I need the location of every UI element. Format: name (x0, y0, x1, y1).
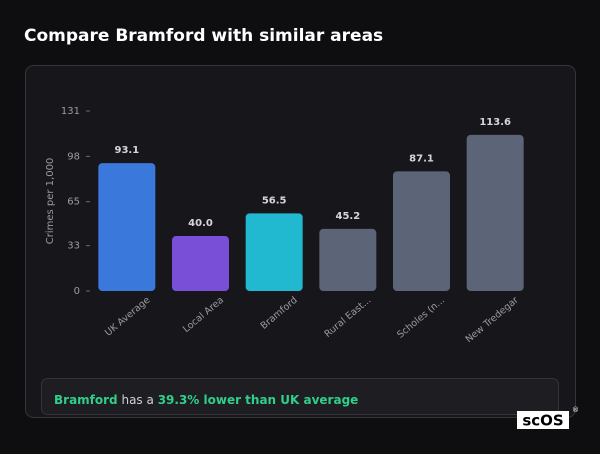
y-tick-label: 131 (61, 106, 80, 117)
value-label: 56.5 (262, 195, 287, 206)
value-label: 45.2 (335, 211, 360, 222)
bar (245, 213, 303, 291)
page-title: Compare Bramford with similar areas (24, 26, 383, 46)
y-tick-label: 98 (67, 151, 80, 162)
y-tick-label: 0 (74, 286, 80, 297)
bar (98, 163, 156, 291)
bar (466, 134, 524, 291)
bar (393, 171, 450, 291)
summary-highlight: 39.3% lower than UK average (158, 393, 359, 407)
bar (172, 236, 229, 291)
value-label: 87.1 (409, 153, 434, 164)
y-tick-label: 33 (67, 241, 80, 252)
logo: scOS (522, 412, 563, 430)
bar (319, 228, 377, 291)
summary-text: Bramford has a 39.3% lower than UK avera… (54, 393, 358, 407)
y-tick-label: 65 (67, 197, 80, 208)
y-axis-label: Crimes per 1,000 (45, 158, 56, 245)
value-label: 93.1 (114, 145, 139, 156)
summary-box (41, 378, 559, 415)
value-label: 40.0 (188, 218, 213, 229)
logo-box (517, 411, 569, 429)
summary-phrase: has a (121, 393, 153, 407)
summary-subject: Bramford (54, 393, 118, 407)
logo-mark: ® (572, 406, 579, 414)
value-label: 113.6 (479, 117, 511, 128)
